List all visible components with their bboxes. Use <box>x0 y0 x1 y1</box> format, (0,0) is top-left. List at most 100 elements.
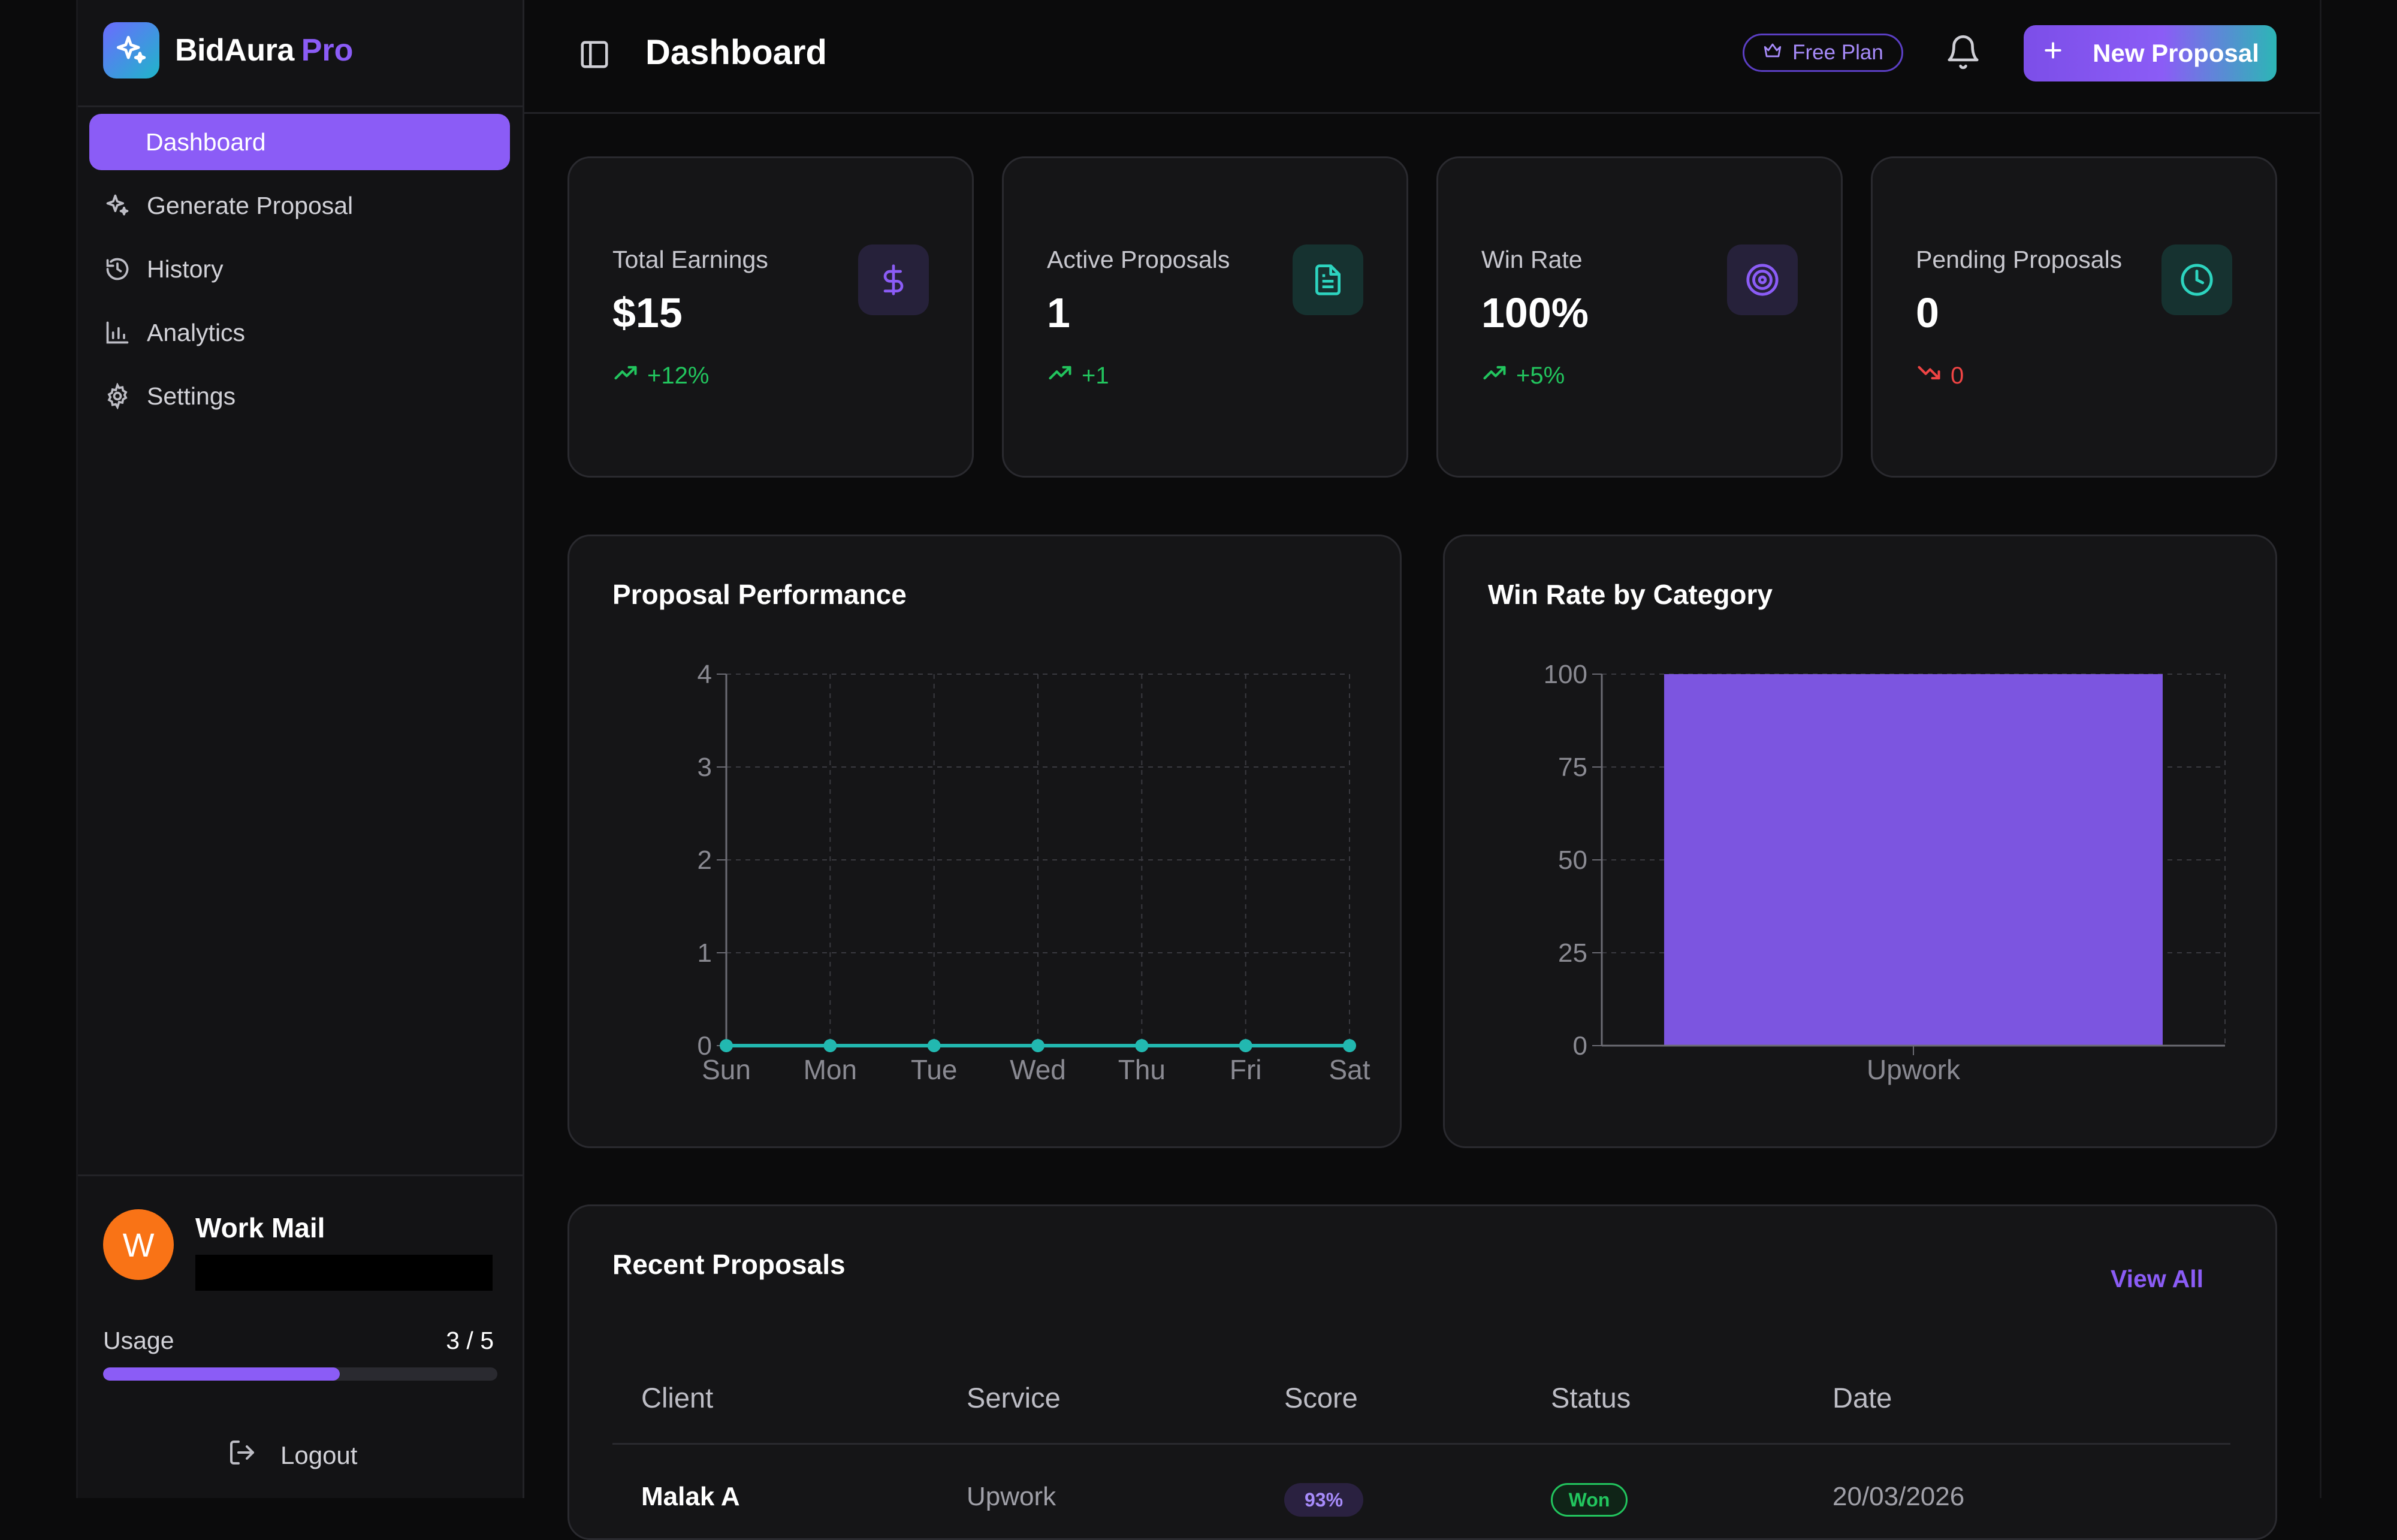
column-header-score[interactable]: Score <box>1284 1382 1358 1414</box>
dollar-icon <box>858 244 929 315</box>
usage-count: 3 / 5 <box>446 1327 494 1354</box>
logout-button[interactable]: Logout <box>228 1438 357 1473</box>
app-root: BidAura Pro Dashboard Generate Proposal H… <box>76 0 2397 1540</box>
stat-card-pending-proposals: Pending Proposals 0 0 <box>1871 156 2277 478</box>
sidebar-nav: Dashboard Generate Proposal History Anal… <box>89 107 510 424</box>
data-point <box>1239 1039 1252 1052</box>
sidebar-toggle-icon[interactable] <box>578 38 611 71</box>
sidebar-item-generate-proposal[interactable]: Generate Proposal <box>89 177 510 234</box>
target-icon <box>1727 244 1798 315</box>
data-point <box>1031 1039 1044 1052</box>
chart-title: Win Rate by Category <box>1488 579 1773 610</box>
y-tick-label: 0 <box>1573 1031 1587 1061</box>
row-date: 20/03/2026 <box>1833 1482 1965 1511</box>
column-header-client[interactable]: Client <box>641 1382 714 1414</box>
data-point <box>823 1039 837 1052</box>
stat-card-total-earnings: Total Earnings $15 +12% <box>567 156 974 478</box>
recent-proposals-card: Recent Proposals View All Client Service… <box>567 1204 2277 1540</box>
bar-chart-icon <box>104 319 131 346</box>
top-bar: Dashboard Free Plan New Proposal <box>524 0 2322 114</box>
y-tick-label: 3 <box>698 753 712 782</box>
trend-up-icon <box>612 360 639 392</box>
y-tick-label: 1 <box>698 938 712 968</box>
stat-value: 1 <box>1047 289 1070 336</box>
sparkles-icon <box>104 192 131 219</box>
stat-value: 100% <box>1481 289 1589 336</box>
sidebar: BidAura Pro Dashboard Generate Proposal H… <box>76 0 524 1498</box>
sidebar-item-dashboard[interactable]: Dashboard <box>89 114 510 170</box>
y-tick-label: 25 <box>1558 938 1587 968</box>
x-tick-label: Thu <box>1118 1054 1166 1085</box>
stat-change-value: +1 <box>1082 362 1109 389</box>
column-header-service[interactable]: Service <box>967 1382 1061 1414</box>
usage-label: Usage <box>103 1327 174 1354</box>
x-tick-label: Tue <box>911 1054 958 1085</box>
user-name: Work Mail <box>195 1212 325 1243</box>
trend-up-icon <box>1047 360 1073 392</box>
history-icon <box>104 255 131 283</box>
trend-down-icon <box>1916 360 1942 392</box>
logout-icon <box>228 1438 256 1473</box>
brand-text: BidAura Pro <box>175 32 353 68</box>
data-point <box>927 1039 941 1052</box>
sidebar-item-analytics[interactable]: Analytics <box>89 304 510 361</box>
sidebar-divider <box>78 105 524 107</box>
row-service: Upwork <box>967 1482 1056 1511</box>
score-badge: 93% <box>1284 1483 1363 1517</box>
sparkles-logo-icon <box>103 22 159 78</box>
right-gutter <box>2320 0 2397 1498</box>
logout-label: Logout <box>280 1441 358 1469</box>
stat-change-value: 0 <box>1951 362 1964 389</box>
trend-up-icon <box>1481 360 1508 392</box>
stat-value: $15 <box>612 289 683 336</box>
brand-name: BidAura <box>175 33 294 68</box>
user-email-redacted <box>195 1255 493 1291</box>
sidebar-item-settings[interactable]: Settings <box>89 368 510 424</box>
bar-chart: 0 25 50 75 100 Upwork <box>1544 660 2226 1085</box>
avatar[interactable]: W <box>103 1209 174 1280</box>
stat-change: +5% <box>1481 360 1565 392</box>
stat-change-value: +5% <box>1516 362 1565 389</box>
crown-icon <box>1762 40 1783 66</box>
stat-label: Total Earnings <box>612 246 768 273</box>
new-proposal-label: New Proposal <box>2093 39 2259 67</box>
bell-icon[interactable] <box>1945 34 1982 71</box>
gear-icon <box>104 382 131 410</box>
status-badge: Won <box>1551 1483 1628 1517</box>
new-proposal-button[interactable]: New Proposal <box>2024 25 2277 81</box>
y-tick-label: 50 <box>1558 846 1587 875</box>
line-chart: 0 1 2 3 4 Sun Mon Tue Wed Thu Fri Sat <box>698 660 1370 1085</box>
chart-title: Proposal Performance <box>612 579 907 610</box>
y-tick-label: 75 <box>1558 753 1587 782</box>
plan-badge[interactable]: Free Plan <box>1743 34 1903 72</box>
column-header-date[interactable]: Date <box>1833 1382 1892 1414</box>
stat-change: +1 <box>1047 360 1109 392</box>
y-tick-label: 0 <box>698 1031 712 1061</box>
sidebar-item-label: Generate Proposal <box>147 191 354 219</box>
user-divider <box>78 1174 524 1176</box>
brand-suffix: Pro <box>301 33 354 68</box>
sidebar-item-label: Analytics <box>147 318 246 346</box>
bar <box>1664 674 2163 1046</box>
x-tick-label: Sat <box>1329 1054 1370 1085</box>
stat-value: 0 <box>1916 289 1939 336</box>
stat-change: +12% <box>612 360 709 392</box>
data-point <box>1135 1039 1149 1052</box>
sidebar-item-label: Dashboard <box>146 128 266 156</box>
y-tick-label: 2 <box>698 846 712 875</box>
usage-progress-bar <box>103 1367 497 1381</box>
recent-proposals-title: Recent Proposals <box>612 1249 846 1280</box>
x-tick-label: Wed <box>1010 1054 1066 1085</box>
usage-progress-fill <box>103 1367 340 1381</box>
view-all-link[interactable]: View All <box>2111 1265 2203 1293</box>
sidebar-item-history[interactable]: History <box>89 241 510 297</box>
stat-label: Active Proposals <box>1047 246 1230 273</box>
brand[interactable]: BidAura Pro <box>103 22 353 79</box>
column-header-status[interactable]: Status <box>1551 1382 1631 1414</box>
stat-label: Pending Proposals <box>1916 246 2123 273</box>
stat-change: 0 <box>1916 360 1964 392</box>
plus-icon <box>2041 38 2065 68</box>
table-header-divider <box>612 1443 2230 1445</box>
x-tick-label: Sun <box>702 1054 751 1085</box>
document-icon <box>1293 244 1363 315</box>
